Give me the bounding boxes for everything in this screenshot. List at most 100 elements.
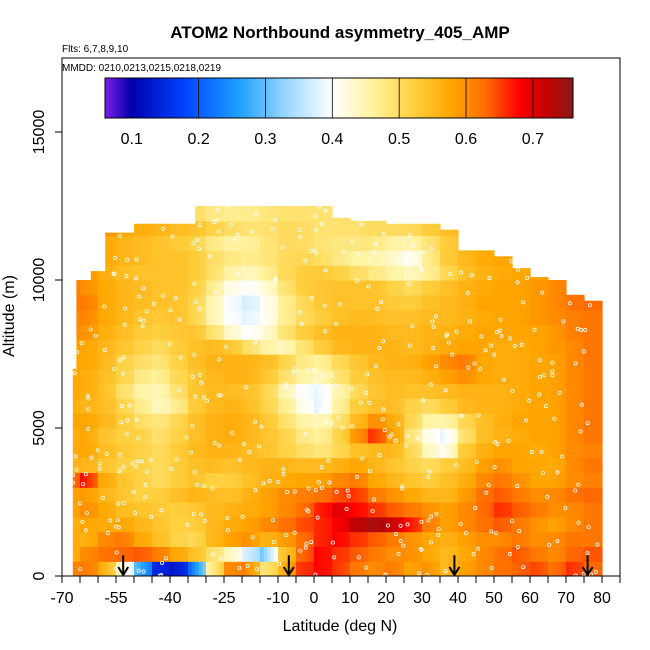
heat-cell bbox=[242, 383, 247, 399]
heat-cell bbox=[350, 487, 355, 503]
heat-cell bbox=[137, 502, 142, 518]
heat-cell bbox=[580, 487, 585, 503]
heat-cell bbox=[335, 324, 340, 340]
sample-point bbox=[536, 392, 541, 397]
x-tick-label: 10 bbox=[341, 590, 359, 607]
heat-cell bbox=[432, 531, 437, 547]
heat-cell bbox=[472, 487, 477, 503]
heat-cell bbox=[220, 516, 225, 533]
heat-cell bbox=[281, 294, 286, 311]
sample-point bbox=[259, 300, 264, 305]
heat-cell bbox=[195, 235, 200, 251]
heat-cell bbox=[335, 368, 340, 385]
sample-point bbox=[595, 542, 600, 547]
heat-cell bbox=[274, 398, 279, 414]
x-axis-label: Latitude (deg N) bbox=[283, 618, 398, 635]
sample-point bbox=[309, 296, 314, 301]
heat-cell bbox=[227, 531, 232, 547]
heat-cell bbox=[494, 324, 499, 340]
heat-cell bbox=[321, 398, 326, 414]
heat-cell bbox=[382, 398, 387, 414]
heat-cell bbox=[98, 368, 103, 385]
heat-cell bbox=[533, 457, 538, 473]
heat-cell bbox=[180, 516, 185, 533]
heat-cell bbox=[119, 428, 124, 444]
heat-cell bbox=[173, 250, 178, 266]
heat-cell bbox=[454, 546, 459, 562]
sample-point bbox=[77, 501, 82, 506]
heat-cell bbox=[483, 472, 488, 488]
heat-cell bbox=[411, 457, 416, 473]
heat-cell bbox=[519, 280, 524, 296]
heat-cell bbox=[206, 250, 211, 266]
heat-cell bbox=[386, 235, 391, 251]
heat-cell bbox=[458, 546, 463, 562]
heat-cell bbox=[303, 457, 308, 473]
heat-cell bbox=[468, 413, 473, 429]
heat-cell bbox=[328, 309, 333, 325]
heat-cell bbox=[306, 398, 311, 414]
sample-point bbox=[532, 327, 537, 332]
heat-cell bbox=[396, 516, 401, 533]
heat-cell bbox=[137, 294, 142, 311]
heat-cell bbox=[112, 516, 117, 533]
heat-cell bbox=[494, 354, 499, 370]
heat-cell bbox=[166, 383, 171, 399]
heat-cell bbox=[292, 235, 297, 251]
heat-cell bbox=[281, 220, 286, 237]
heat-cell bbox=[375, 339, 380, 355]
heat-cell bbox=[216, 206, 221, 222]
heat-cell bbox=[278, 442, 283, 459]
heat-cell bbox=[411, 413, 416, 429]
heat-cell bbox=[357, 531, 362, 547]
heat-cell bbox=[400, 516, 405, 533]
heat-cell bbox=[404, 428, 409, 444]
heat-cell bbox=[519, 502, 524, 518]
heat-cell bbox=[465, 280, 470, 296]
heat-cell bbox=[389, 235, 394, 251]
heat-cell bbox=[173, 354, 178, 370]
heat-cell bbox=[90, 442, 95, 459]
sample-point bbox=[297, 310, 302, 315]
heat-cell bbox=[292, 206, 297, 222]
heat-cell bbox=[407, 398, 412, 414]
heat-cell bbox=[432, 428, 437, 444]
heat-cell bbox=[533, 280, 538, 296]
heat-cell bbox=[159, 354, 164, 370]
heat-cell bbox=[504, 339, 509, 355]
heat-cell bbox=[141, 223, 146, 237]
heat-cell bbox=[224, 516, 229, 533]
heat-cell bbox=[252, 487, 257, 503]
heat-cell bbox=[242, 206, 247, 222]
heat-cell bbox=[324, 516, 329, 533]
heat-cell bbox=[476, 546, 481, 562]
heat-cell bbox=[252, 398, 257, 414]
heat-cell bbox=[209, 309, 214, 325]
heat-cell bbox=[108, 339, 113, 355]
sample-point bbox=[303, 432, 308, 437]
heat-cell bbox=[407, 442, 412, 459]
heat-cell bbox=[375, 502, 380, 518]
sample-point bbox=[512, 343, 517, 348]
heat-cell bbox=[317, 398, 322, 414]
heat-cell bbox=[274, 280, 279, 296]
heat-cell bbox=[256, 324, 261, 340]
heat-cell bbox=[562, 280, 567, 296]
heat-cell bbox=[512, 502, 517, 518]
heat-cell bbox=[548, 368, 553, 385]
heat-cell bbox=[360, 428, 365, 444]
sample-point bbox=[98, 461, 103, 466]
heat-cell bbox=[368, 413, 373, 429]
heat-cell bbox=[288, 235, 293, 251]
profile-arrow bbox=[448, 555, 461, 577]
heat-cell bbox=[537, 309, 542, 325]
heat-cell bbox=[321, 487, 326, 503]
heat-cell bbox=[112, 354, 117, 370]
heat-cell bbox=[116, 235, 121, 251]
heat-cell bbox=[584, 309, 589, 325]
heat-cell bbox=[418, 413, 423, 429]
heat-cell bbox=[144, 235, 149, 251]
heat-cell bbox=[238, 428, 243, 444]
heat-cell bbox=[184, 294, 189, 311]
heat-cell bbox=[274, 220, 279, 237]
